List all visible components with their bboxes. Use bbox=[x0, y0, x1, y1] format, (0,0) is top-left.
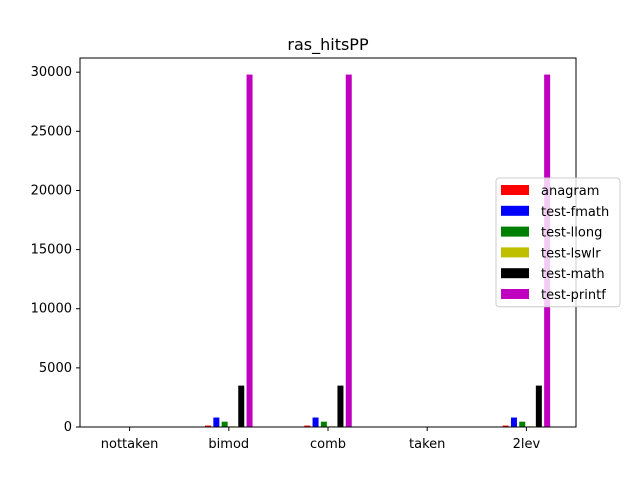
x-tick-label: comb bbox=[310, 437, 346, 452]
bar-test-printf-bimod bbox=[246, 74, 253, 427]
x-tick-label: 2lev bbox=[513, 437, 541, 452]
bar-anagram-comb bbox=[304, 425, 311, 427]
bar-anagram-bimod bbox=[205, 425, 212, 427]
legend-label-test-fmath: test-fmath bbox=[541, 205, 609, 220]
y-tick-label: 15000 bbox=[31, 243, 72, 258]
bar-test-fmath-2lev bbox=[510, 417, 517, 427]
bar-test-llong-bimod bbox=[221, 421, 228, 427]
legend-label-test-lswlr: test-lswlr bbox=[541, 246, 601, 261]
legend-label-test-llong: test-llong bbox=[541, 226, 602, 241]
x-tick-label: taken bbox=[409, 437, 445, 452]
legend: anagram test-fmath test-llong test-lswlr tes… bbox=[495, 177, 621, 308]
bar-test-math-comb bbox=[337, 385, 344, 427]
bar-test-llong-comb bbox=[320, 421, 327, 427]
axes-layer: 0 5000 10000 15000 20000 25000 30000 nottaken bi… bbox=[31, 57, 577, 452]
legend-swatch-anagram bbox=[501, 185, 529, 195]
bar-test-fmath-bimod bbox=[213, 417, 220, 427]
x-tick-label: nottaken bbox=[101, 437, 159, 452]
legend-label-test-printf: test-printf bbox=[541, 288, 606, 303]
y-tick-label: 20000 bbox=[31, 183, 72, 198]
y-tick-label: 10000 bbox=[31, 302, 72, 317]
legend-swatch-test-llong bbox=[501, 226, 529, 237]
legend-label-test-math: test-math bbox=[541, 267, 605, 282]
bar-test-llong-2lev bbox=[519, 421, 526, 427]
y-tick-label: 0 bbox=[64, 420, 72, 435]
bar-test-fmath-comb bbox=[312, 417, 319, 427]
legend-label-anagram: anagram bbox=[541, 184, 599, 199]
bar-anagram-2lev bbox=[502, 425, 509, 427]
y-tick-label: 5000 bbox=[39, 361, 72, 376]
bar-test-math-bimod bbox=[238, 385, 245, 427]
legend-swatch-test-printf bbox=[501, 289, 529, 299]
legend-swatch-test-math bbox=[501, 268, 529, 279]
bar-test-math-2lev bbox=[535, 385, 542, 427]
y-tick-label: 30000 bbox=[31, 65, 72, 80]
legend-swatch-test-lswlr bbox=[501, 247, 529, 258]
chart-title: ras_hitsPP bbox=[287, 35, 369, 55]
y-tick-label: 25000 bbox=[31, 124, 72, 139]
legend-swatch-test-fmath bbox=[501, 205, 529, 216]
x-tick-label: bimod bbox=[208, 437, 249, 452]
bar-test-printf-comb bbox=[345, 74, 352, 427]
